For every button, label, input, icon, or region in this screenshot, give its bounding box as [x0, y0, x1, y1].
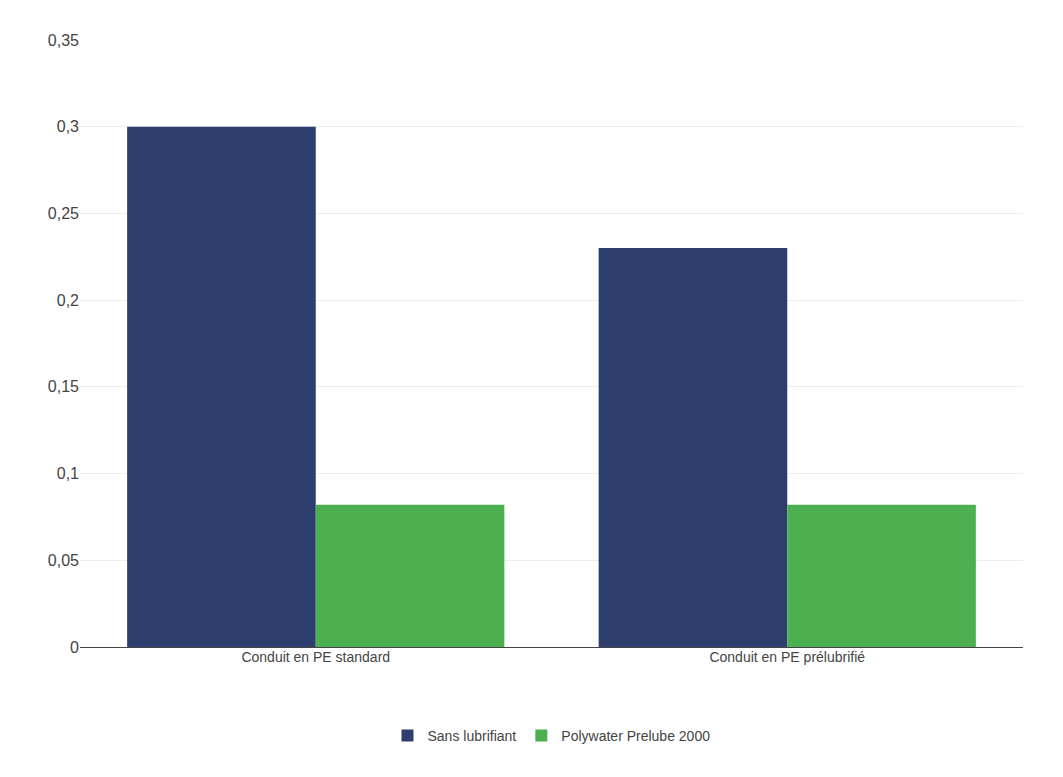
svg-text:0,1: 0,1 — [57, 465, 79, 482]
svg-text:Conduit en PE prélubrifié: Conduit en PE prélubrifié — [709, 649, 865, 665]
svg-text:0,35: 0,35 — [48, 32, 79, 49]
svg-text:Conduit en PE standard: Conduit en PE standard — [241, 649, 390, 665]
svg-text:Sans lubrifiant: Sans lubrifiant — [428, 728, 517, 744]
svg-text:0,2: 0,2 — [57, 292, 79, 309]
svg-text:0,05: 0,05 — [48, 552, 79, 569]
svg-text:0,3: 0,3 — [57, 118, 79, 135]
svg-text:0,25: 0,25 — [48, 205, 79, 222]
svg-text:Polywater Prelube 2000: Polywater Prelube 2000 — [561, 728, 710, 744]
svg-text:0,15: 0,15 — [48, 378, 79, 395]
svg-text:0: 0 — [70, 639, 79, 656]
